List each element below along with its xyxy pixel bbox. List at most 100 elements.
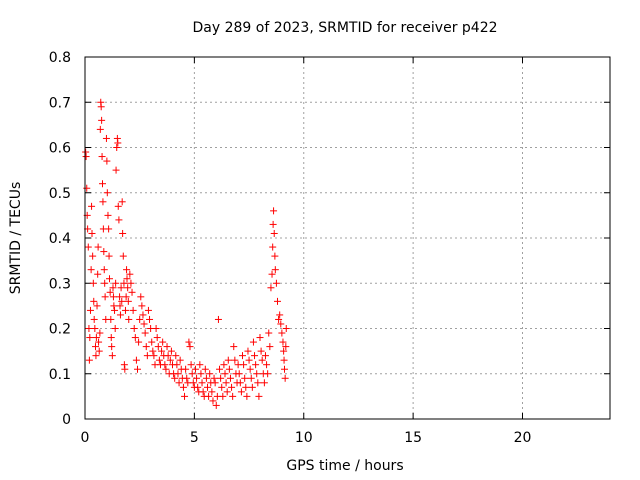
- data-point: [94, 243, 102, 251]
- data-point: [109, 293, 117, 301]
- data-point: [116, 302, 124, 310]
- data-point: [96, 125, 104, 133]
- data-point: [256, 334, 264, 342]
- data-point: [121, 365, 129, 373]
- data-point: [114, 139, 122, 147]
- data-point: [162, 365, 170, 373]
- data-point: [253, 370, 261, 378]
- data-point: [185, 338, 193, 346]
- data-point: [124, 284, 132, 292]
- data-point: [245, 356, 253, 364]
- data-point: [268, 270, 276, 278]
- data-point: [88, 202, 96, 210]
- data-point: [131, 334, 139, 342]
- data-point: [249, 338, 257, 346]
- data-point: [216, 365, 224, 373]
- data-point: [270, 207, 278, 215]
- y-tick-label: 0.4: [49, 231, 71, 247]
- data-point: [175, 379, 183, 387]
- data-point: [86, 334, 94, 342]
- data-point: [104, 211, 112, 219]
- data-point: [208, 388, 216, 396]
- data-point: [243, 392, 251, 400]
- data-point: [221, 370, 229, 378]
- chart-title: Day 289 of 2023, SRMTID for receiver p42…: [192, 20, 497, 36]
- data-point: [242, 383, 250, 391]
- data-point: [205, 392, 213, 400]
- data-point: [181, 392, 189, 400]
- data-point: [92, 352, 100, 360]
- data-point: [86, 306, 94, 314]
- data-point: [282, 325, 290, 332]
- data-point: [139, 311, 147, 319]
- data-point: [281, 374, 289, 382]
- data-point: [182, 365, 190, 373]
- data-point: [154, 343, 162, 351]
- data-point: [88, 229, 96, 237]
- data-point: [158, 347, 166, 355]
- x-tick-label: 15: [404, 430, 422, 446]
- grid: [85, 57, 610, 419]
- data-point: [274, 297, 281, 305]
- y-tick-label: 0.6: [49, 141, 71, 157]
- data-point: [247, 374, 255, 382]
- data-point: [261, 352, 269, 360]
- data-point: [89, 279, 97, 287]
- x-tick-label: 0: [81, 430, 90, 446]
- data-point: [91, 325, 99, 332]
- data-point: [96, 329, 104, 337]
- data-point: [230, 343, 238, 351]
- data-point: [239, 352, 246, 360]
- y-tick-label: 0.7: [49, 95, 71, 111]
- data-point: [172, 352, 180, 360]
- data-point: [132, 356, 140, 364]
- data-point: [204, 383, 211, 391]
- data-point: [142, 343, 150, 351]
- data-point: [188, 370, 196, 378]
- data-point: [278, 329, 286, 337]
- y-tick-label: 0.8: [49, 50, 71, 66]
- data-point: [136, 315, 144, 323]
- data-point: [191, 365, 199, 373]
- data-point: [280, 356, 288, 364]
- data-point: [103, 157, 111, 165]
- data-point: [126, 270, 134, 278]
- data-point: [171, 374, 179, 382]
- data-point: [267, 284, 275, 292]
- data-point: [280, 347, 288, 355]
- data-point: [225, 365, 233, 373]
- data-point: [90, 315, 98, 323]
- data-point: [257, 347, 265, 355]
- data-point: [111, 325, 119, 332]
- data-point: [135, 338, 143, 346]
- data-point: [103, 189, 111, 197]
- data-point: [115, 216, 123, 224]
- y-tick-label: 0: [62, 412, 71, 428]
- data-point: [179, 383, 187, 391]
- data-point: [193, 374, 201, 382]
- data-point: [252, 361, 260, 369]
- data-point: [183, 374, 191, 382]
- data-point: [271, 252, 279, 260]
- data-point: [85, 356, 93, 364]
- data-point: [166, 356, 174, 364]
- data-point: [241, 374, 249, 382]
- data-point: [202, 374, 210, 382]
- y-tick-label: 0.5: [49, 186, 71, 202]
- data-point: [246, 365, 254, 373]
- data-point: [149, 347, 157, 355]
- data-point: [212, 401, 220, 409]
- data-point: [129, 306, 137, 314]
- data-point: [199, 388, 207, 396]
- data-points: [82, 98, 290, 409]
- data-point: [222, 379, 230, 387]
- y-tick-label: 0.2: [49, 322, 71, 338]
- data-point: [134, 365, 141, 373]
- data-point: [123, 266, 131, 274]
- data-point: [196, 361, 204, 369]
- y-tick-label: 0.3: [49, 276, 71, 292]
- data-point: [101, 279, 109, 287]
- data-point: [118, 297, 126, 305]
- y-tick-label: 0.1: [49, 367, 71, 383]
- data-point: [201, 365, 209, 373]
